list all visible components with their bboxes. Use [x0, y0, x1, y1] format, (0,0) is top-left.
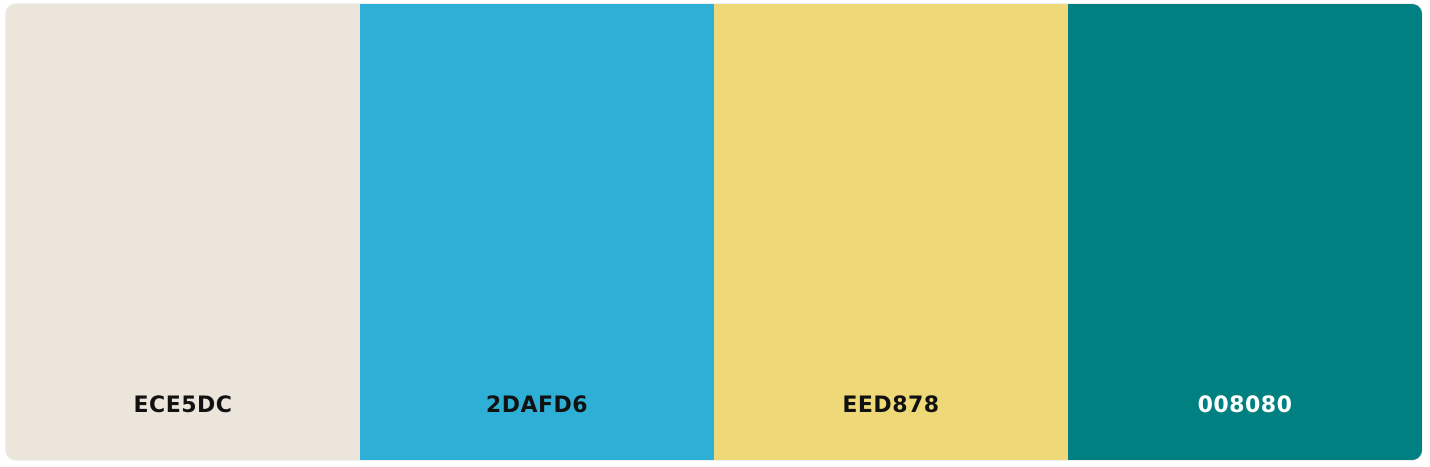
swatch-hex-label[interactable]: 2DAFD6 [485, 393, 589, 418]
color-swatch-2[interactable]: 2DAFD6 [360, 4, 714, 460]
color-swatch-1[interactable]: ECE5DC [6, 4, 360, 460]
color-swatch-3[interactable]: EED878 [714, 4, 1068, 460]
color-swatch-4[interactable]: 008080 [1068, 4, 1422, 460]
swatch-hex-label[interactable]: EED878 [842, 393, 940, 418]
swatch-hex-label[interactable]: 008080 [1197, 393, 1293, 418]
swatch-hex-label[interactable]: ECE5DC [133, 393, 233, 418]
color-palette: ECE5DC 2DAFD6 EED878 008080 [6, 4, 1422, 460]
